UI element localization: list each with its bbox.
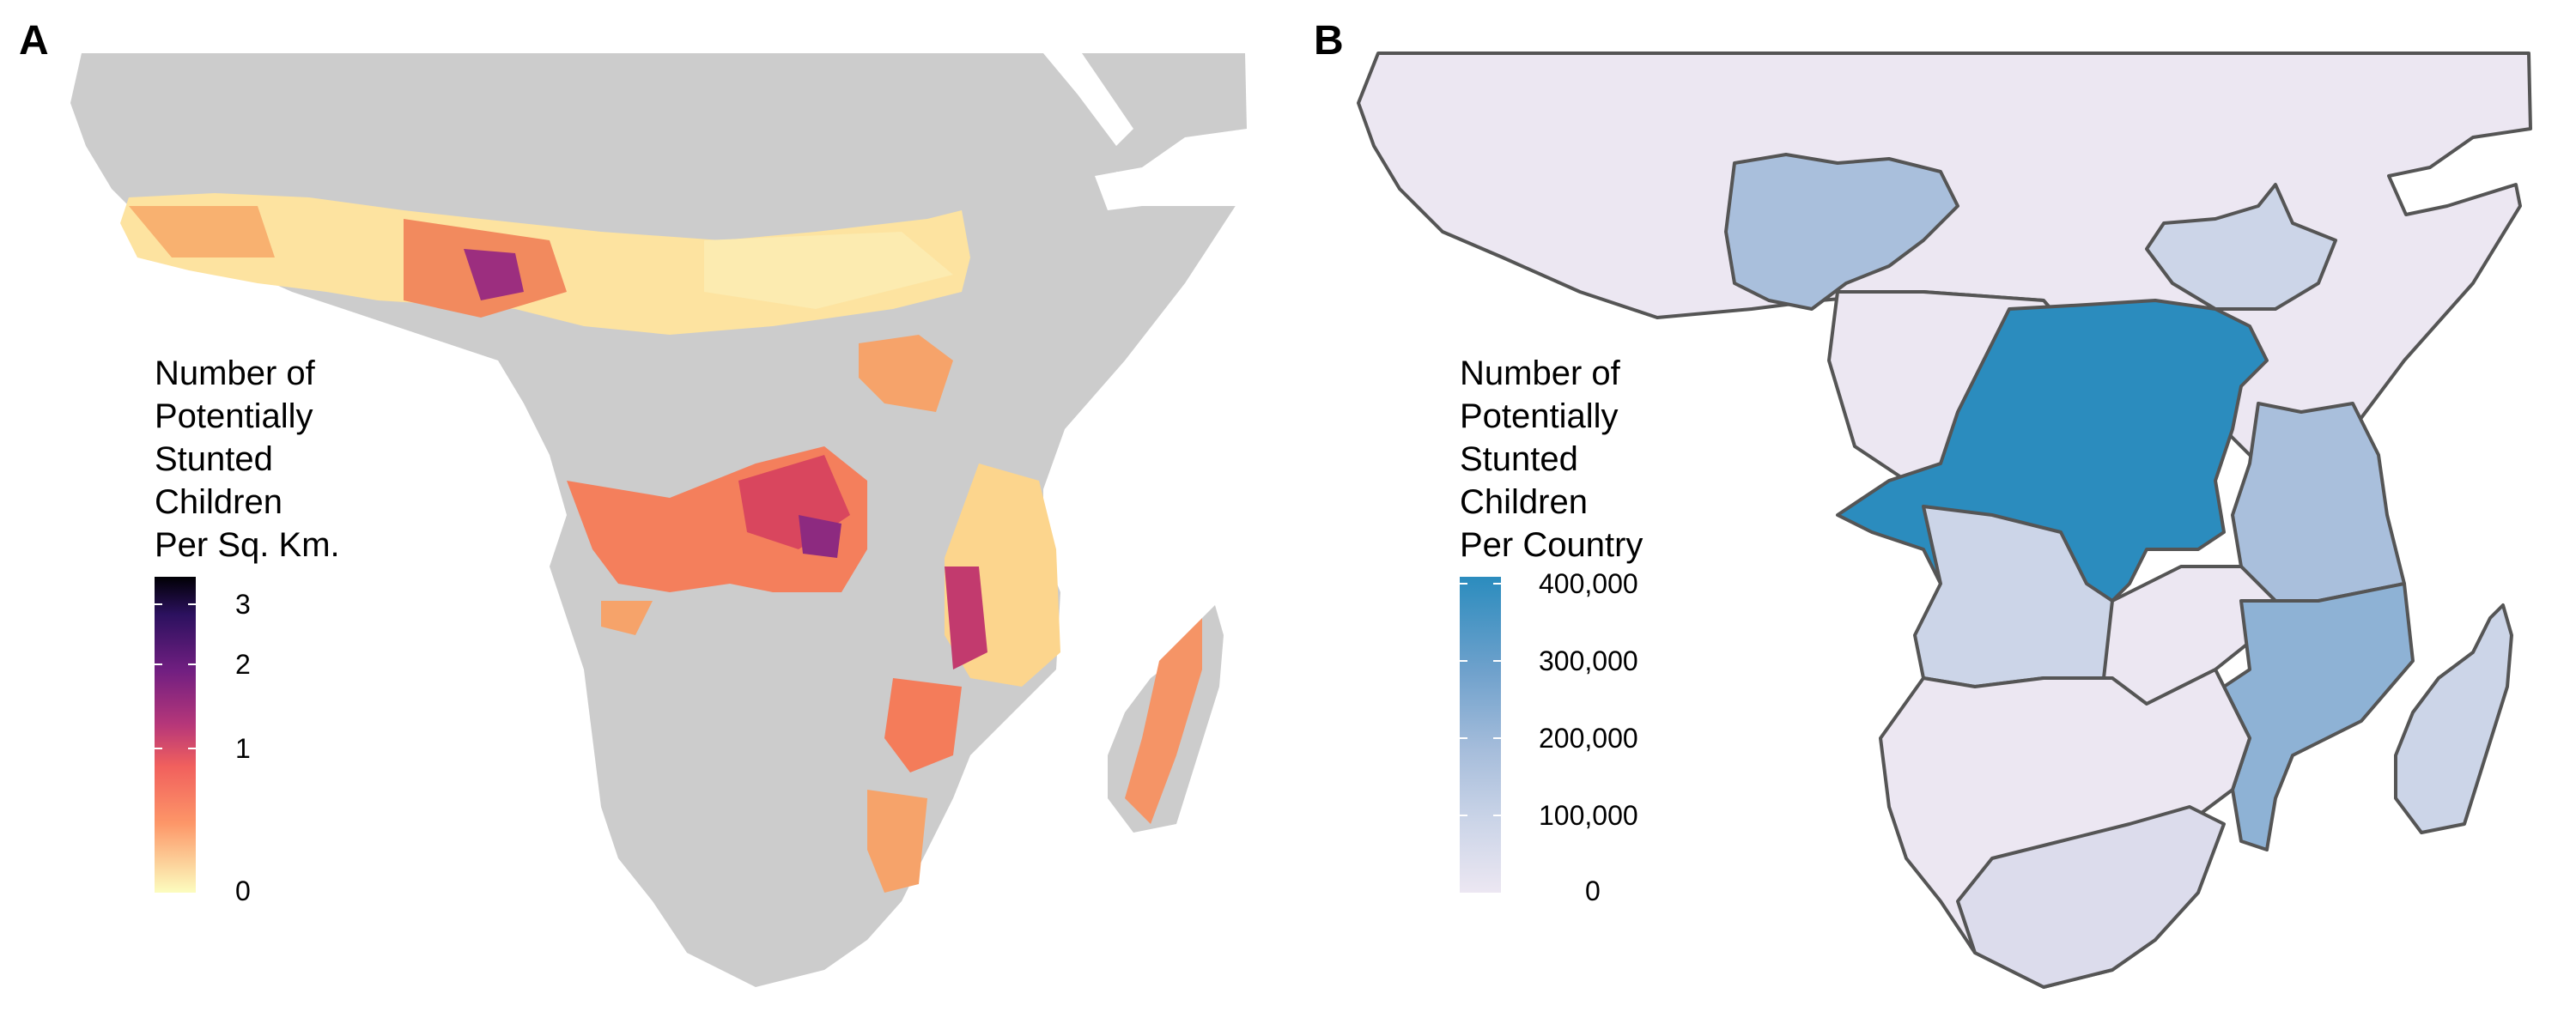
- gulf-of-aden: [1116, 172, 1245, 206]
- country-tanzania: [2231, 402, 2406, 603]
- panel-b-label: B: [1314, 18, 1344, 64]
- legend-b-tickmark-200k: [1460, 737, 1467, 739]
- ethiopia-patch: [859, 335, 953, 412]
- madagascar-stunting: [1125, 618, 1202, 824]
- legend-b-tick-300000: 300,000: [1539, 645, 1638, 676]
- legend-b-colorbar: [1460, 577, 1501, 893]
- nigeria-hotspot: [464, 249, 524, 300]
- legend-a-tickmark-3: [155, 603, 162, 605]
- legend-b-tick-100000: 100,000: [1539, 800, 1638, 831]
- legend-b-tick-400000: 400,000: [1539, 568, 1638, 599]
- legend-a-colorbar: [155, 577, 196, 893]
- legend-b-tickmark-400k: [1460, 583, 1467, 585]
- panel-a-label: A: [19, 18, 49, 64]
- legend-b-tick-200000: 200,000: [1539, 723, 1638, 754]
- legend-a-tickmark-2r: [188, 663, 196, 665]
- legend-b-tickmark-100kr: [1493, 815, 1501, 816]
- legend-b-tickmark-400kr: [1493, 583, 1501, 585]
- malawi-mozambique-patch: [884, 678, 962, 772]
- country-madagascar: [2394, 603, 2513, 834]
- country-south-africa: [1956, 805, 2226, 989]
- red-sea: [1043, 53, 1133, 146]
- country-south-sudan: [2145, 183, 2337, 311]
- legend-a-tickmark-1r: [188, 748, 196, 749]
- map-stunting-density: [70, 53, 1247, 987]
- legend-b-tick-0: 0: [1585, 876, 1601, 906]
- legend-a-tick-2: 2: [235, 649, 251, 680]
- legend-b-tickmark-200kr: [1493, 737, 1501, 739]
- country-nigeria: [1724, 153, 1959, 311]
- legend-a-tickmark-3r: [188, 603, 196, 605]
- legend-a-title: Number of Potentially Stunted Children P…: [155, 354, 340, 564]
- legend-a-tickmark-2: [155, 663, 162, 665]
- east-africa-hotspot: [945, 566, 987, 670]
- legend-a-tickmark-1: [155, 748, 162, 749]
- west-coast-patch: [601, 601, 653, 635]
- legend-a-tick-0: 0: [235, 876, 251, 906]
- legend-a-tick-1: 1: [235, 733, 251, 764]
- congo-east-hotspot: [799, 515, 841, 558]
- legend-b-tickmark-300kr: [1493, 660, 1501, 662]
- legend-a-tick-3: 3: [235, 589, 251, 620]
- legend-b-title: Number of Potentially Stunted Children P…: [1460, 354, 1643, 564]
- country-mozambique: [2222, 582, 2415, 851]
- west-band-orange: [129, 206, 275, 258]
- legend-b-tickmark-300k: [1460, 660, 1467, 662]
- legend-b-tickmark-100k: [1460, 815, 1467, 816]
- map-stunting-per-country: [1357, 52, 2532, 989]
- southeast-patch: [867, 790, 927, 893]
- east-sahel-patch: [704, 232, 953, 309]
